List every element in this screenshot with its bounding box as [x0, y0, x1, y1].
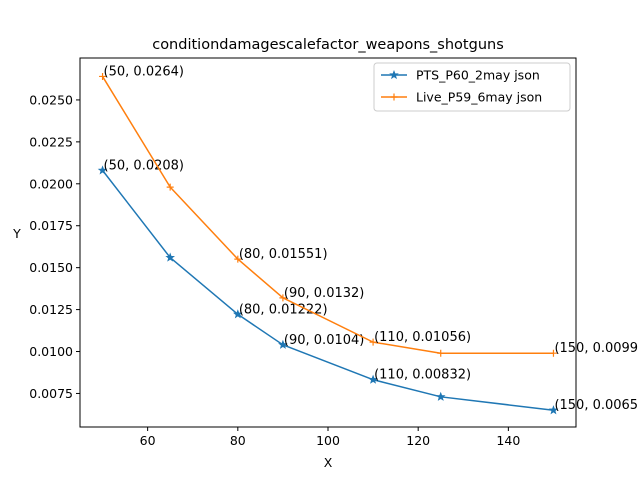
series-1-point [368, 374, 378, 384]
y-tick-label: 0.0075 [29, 386, 73, 401]
series-1-point [278, 339, 288, 349]
series-2-data-label: (50, 0.0264) [104, 64, 184, 79]
series-2-point [437, 349, 445, 357]
x-tick-label: 120 [406, 433, 430, 448]
legend-box [373, 62, 571, 112]
series-line-2 [101, 76, 554, 354]
legend-label-1: PTS_P60_2may json [416, 68, 540, 83]
y-tick-label: 0.0125 [29, 302, 73, 317]
series-1-data-label: (50, 0.0208) [104, 158, 184, 173]
series-1-point [165, 252, 175, 262]
y-tick-label: 0.0150 [29, 260, 73, 275]
legend-entry-1: PTS_P60_2may json [381, 68, 540, 83]
axes-frame [79, 57, 577, 428]
series-1-point [548, 405, 559, 415]
plot-area: (50, 0.0208) (80, 0.01222) (90, 0.0104) (11… [97, 64, 638, 415]
y-axis-label: Y [12, 226, 21, 241]
series-2-point [234, 255, 242, 263]
legend-star-marker-icon [389, 69, 399, 80]
series-2-point [549, 349, 557, 357]
series-1-data-label: (110, 0.00832) [374, 368, 471, 383]
x-tick-label: 60 [140, 433, 156, 448]
legend: PTS_P60_2may json Live_P59_6may json [373, 62, 571, 112]
series-1-point [233, 309, 243, 319]
y-tick-label: 0.0175 [29, 218, 73, 233]
series-2-data-label: (110, 0.01056) [374, 330, 471, 345]
series-2-point [99, 72, 107, 80]
series-1-point [97, 165, 108, 175]
series-2-point [166, 183, 174, 191]
y-tick-label: 0.0250 [29, 92, 73, 107]
y-tick-label: 0.0225 [29, 134, 73, 149]
series-2-point [369, 338, 377, 346]
y-tick-label: 0.0100 [29, 344, 73, 359]
y-tick-label: 0.0200 [29, 176, 73, 191]
series-1-data-label: (150, 0.0065 [554, 398, 638, 413]
legend-plus-marker-icon [390, 93, 398, 101]
x-tick-label: 100 [316, 433, 340, 448]
x-tick-label: 140 [496, 433, 520, 448]
series-1-data-label: (80, 0.01222) [239, 302, 328, 317]
x-tick-label: 80 [230, 433, 246, 448]
chart-title: conditiondamagescalefactor_weapons_shotg… [152, 37, 504, 53]
series-2-data-label: (90, 0.0132) [284, 286, 364, 301]
series-2-data-label: (150, 0.0099 [554, 341, 638, 356]
series-2-data-label: (80, 0.01551) [239, 247, 328, 262]
series-2-point [279, 294, 287, 302]
series-1-point [435, 391, 446, 401]
legend-entry-2: Live_P59_6may json [381, 90, 542, 105]
legend-label-2: Live_P59_6may json [416, 90, 542, 105]
x-axis-label: X [324, 455, 333, 470]
series-1-data-label: (90, 0.0104) [284, 333, 364, 348]
axes: 60 80 100 120 140 0.0075 0.0100 0.0125 0.0150 0.0… [29, 57, 577, 448]
